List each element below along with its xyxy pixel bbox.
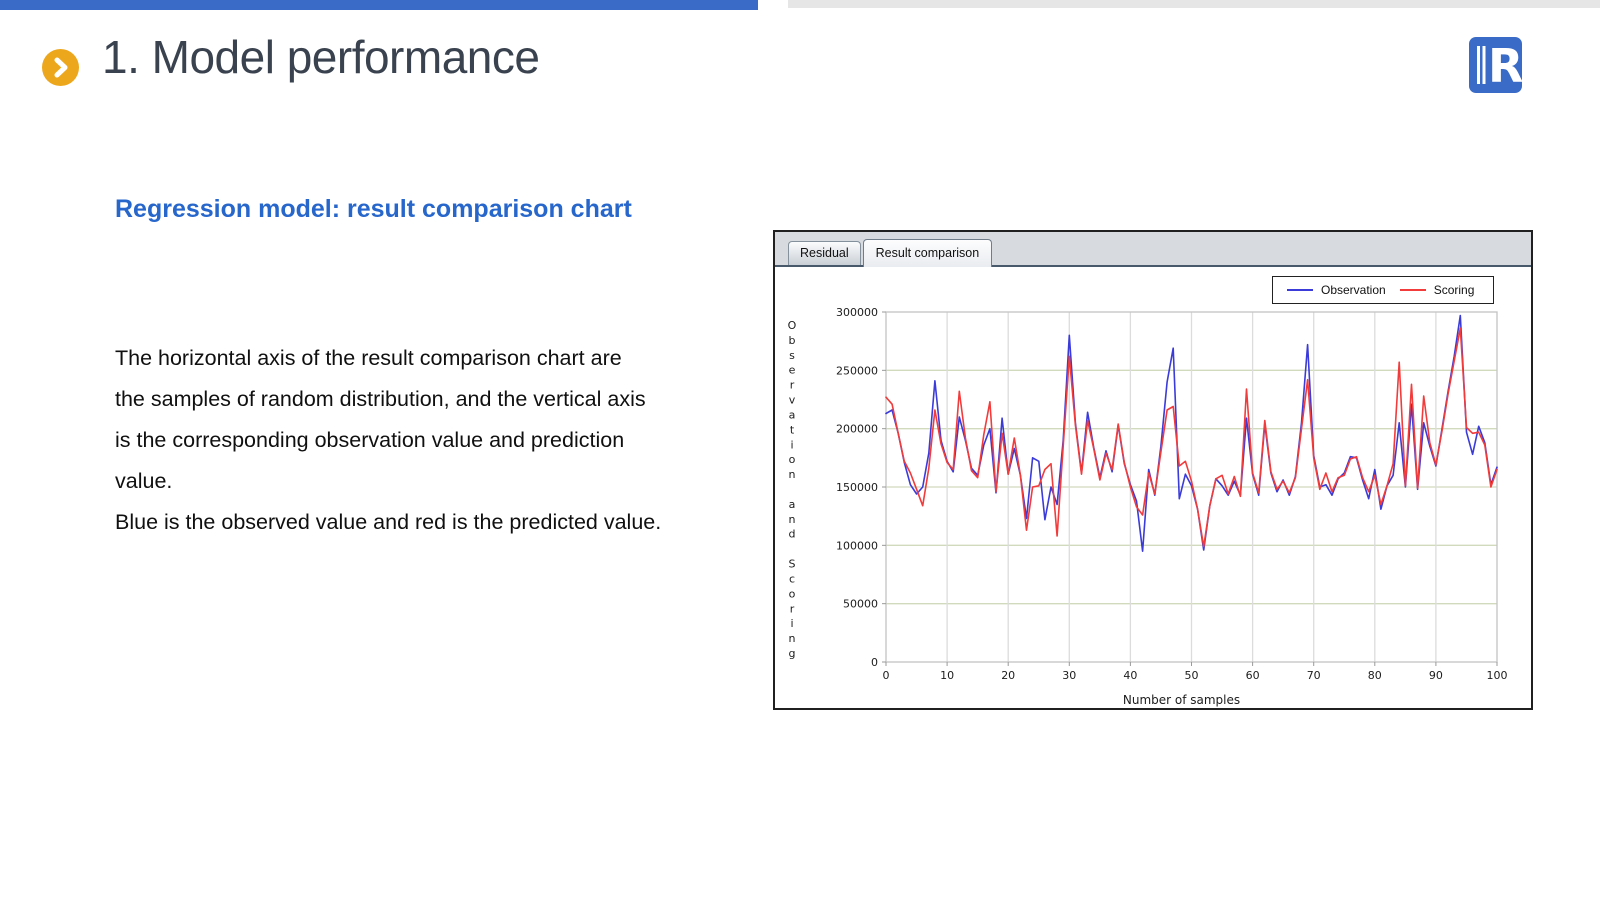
svg-text:250000: 250000: [836, 364, 878, 377]
svg-text:a: a: [789, 408, 796, 421]
svg-text:80: 80: [1368, 669, 1382, 682]
svg-text:e: e: [789, 364, 796, 377]
svg-text:b: b: [789, 334, 796, 347]
svg-text:c: c: [789, 572, 795, 585]
body-paragraph: The horizontal axis of the result compar…: [115, 338, 775, 543]
body-line: Blue is the observed value and red is th…: [115, 510, 662, 534]
svg-text:300000: 300000: [836, 306, 878, 319]
svg-text:d: d: [789, 528, 796, 541]
section-subtitle: Regression model: result comparison char…: [115, 195, 632, 223]
svg-text:200000: 200000: [836, 423, 878, 436]
svg-text:90: 90: [1429, 669, 1443, 682]
result-comparison-chart: 0 50000 100000 150000 200000 250000 300000 0 10 2…: [788, 306, 1508, 707]
page-title: 1. Model performance: [102, 31, 540, 83]
svg-text:0: 0: [883, 669, 890, 682]
svg-text:r: r: [790, 379, 795, 392]
svg-text:50000: 50000: [843, 598, 878, 611]
body-line: value.: [115, 469, 173, 493]
svg-text:70: 70: [1307, 669, 1321, 682]
svg-text:t: t: [790, 423, 795, 436]
tab-result-comparison[interactable]: Result comparison: [862, 239, 993, 267]
svg-text:s: s: [789, 349, 795, 362]
svg-text:i: i: [790, 617, 793, 630]
observation-line-swatch: [1287, 289, 1313, 291]
svg-text:n: n: [789, 513, 796, 526]
svg-text:n: n: [789, 632, 796, 645]
body-line: the samples of random distribution, and …: [115, 387, 646, 411]
svg-text:30: 30: [1062, 669, 1076, 682]
svg-text:20: 20: [1001, 669, 1015, 682]
r-brand-logo-icon: R: [1469, 37, 1523, 93]
svg-text:o: o: [789, 453, 796, 466]
svg-text:o: o: [789, 587, 796, 600]
legend-label-observation: Observation: [1321, 283, 1386, 297]
svg-text:v: v: [789, 394, 796, 407]
svg-text:R: R: [1488, 39, 1522, 93]
tab-residual[interactable]: Residual: [788, 241, 861, 265]
svg-text:100: 100: [1487, 669, 1508, 682]
chevron-right-circle-icon: [42, 49, 79, 86]
body-line: The horizontal axis of the result compar…: [115, 346, 622, 370]
svg-text:i: i: [790, 438, 793, 451]
svg-text:r: r: [790, 602, 795, 615]
svg-text:a: a: [789, 498, 796, 511]
svg-text:S: S: [789, 558, 796, 571]
svg-text:40: 40: [1123, 669, 1137, 682]
chart-panel: Residual Result comparison Observation S…: [773, 230, 1533, 710]
body-line: is the corresponding observation value a…: [115, 428, 625, 452]
svg-text:0: 0: [871, 656, 878, 669]
svg-text:O: O: [788, 319, 797, 332]
svg-text:g: g: [789, 647, 796, 660]
scoring-line-swatch: [1399, 289, 1426, 291]
svg-text:100000: 100000: [836, 539, 878, 552]
chevron-glyph: [54, 57, 68, 78]
top-accent-bar-gray: [788, 0, 1600, 8]
legend-label-scoring: Scoring: [1433, 283, 1475, 297]
svg-text:60: 60: [1246, 669, 1260, 682]
top-accent-bar-blue: [0, 0, 758, 10]
svg-text:n: n: [789, 468, 796, 481]
svg-text:50: 50: [1185, 669, 1199, 682]
svg-text:10: 10: [940, 669, 954, 682]
svg-text:150000: 150000: [836, 481, 878, 494]
svg-text:Number of samples: Number of samples: [1123, 693, 1240, 707]
tab-strip: Residual Result comparison: [775, 232, 1531, 267]
chart-legend: Observation Scoring: [1272, 276, 1494, 304]
